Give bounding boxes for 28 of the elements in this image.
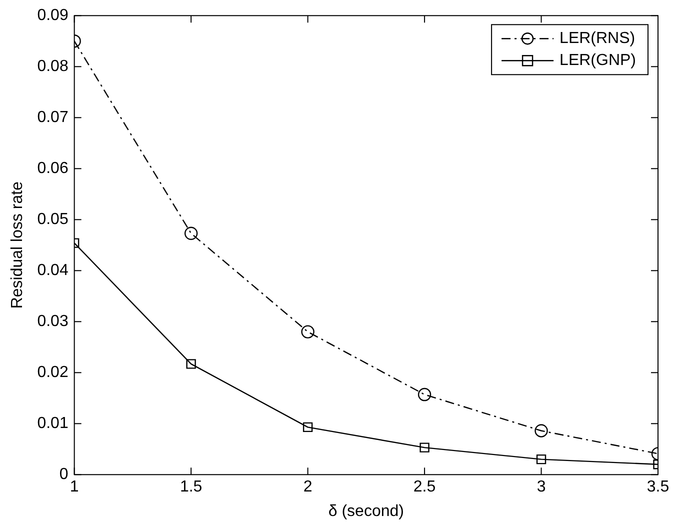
y-tick-label: 0 [59, 466, 68, 484]
point [534, 424, 548, 438]
y-tick-label: 0.06 [37, 160, 68, 178]
x-tick-label: 2.5 [413, 478, 436, 496]
legend-label: LER(RNS) [560, 30, 636, 48]
x-tick-label: 2 [303, 478, 312, 496]
point [184, 226, 198, 240]
x-axis-title: δ (second) [328, 502, 404, 520]
x-tick-label: 3.5 [646, 478, 670, 496]
y-tick-label: 0.02 [37, 364, 68, 382]
y-tick-label: 0.05 [37, 211, 68, 228]
x-tick-label: 1.5 [180, 478, 202, 496]
point [420, 442, 430, 452]
y-tick-label: 0.03 [37, 313, 68, 330]
y-tick-label: 0.07 [37, 109, 68, 126]
y-tick-label: 0.01 [37, 415, 68, 432]
legend-label: LER(GNP) [560, 52, 636, 70]
point [302, 422, 313, 432]
point [186, 359, 196, 369]
y-tick-label: 0.09 [37, 7, 68, 24]
y-axis-title: Residual loss rate [9, 181, 26, 309]
point [301, 325, 314, 338]
point [418, 388, 432, 402]
y-tick-label: 0.04 [37, 262, 68, 280]
x-tick-label: 3 [536, 478, 546, 496]
y-tick-label: 0.08 [37, 58, 68, 76]
x-tick-label: 1 [70, 478, 79, 496]
point [536, 454, 546, 464]
